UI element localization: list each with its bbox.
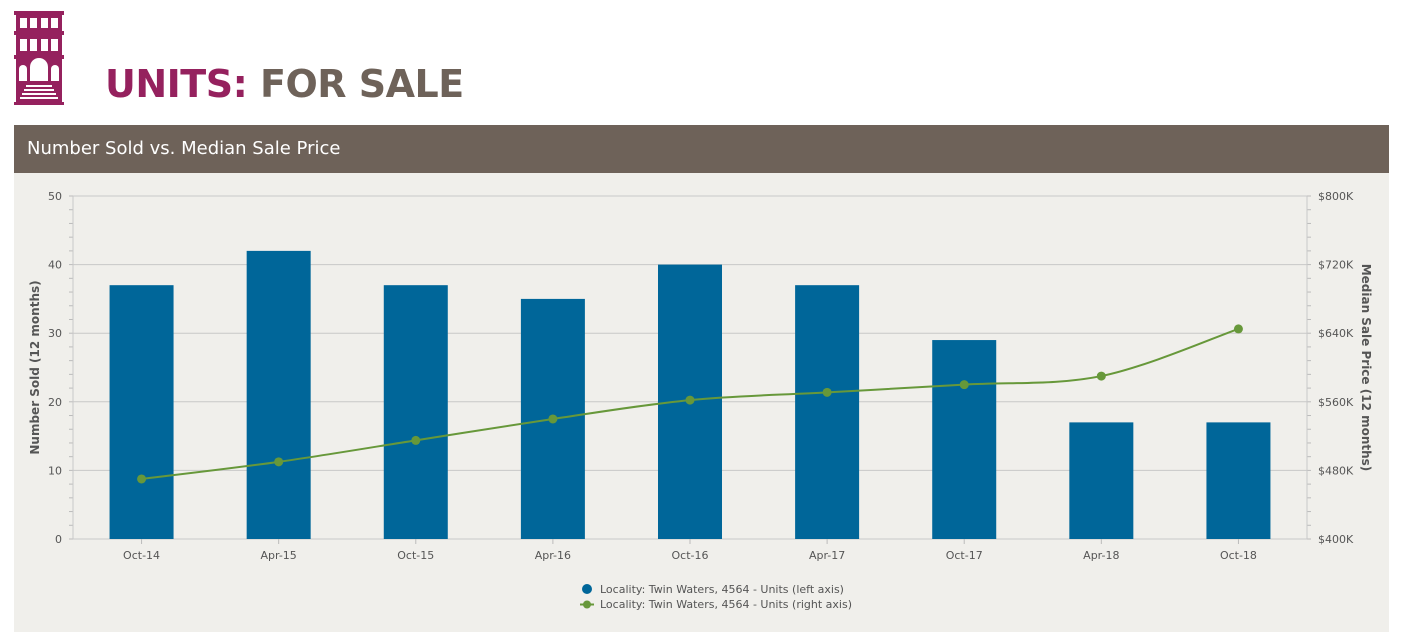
- legend-item-bars[interactable]: Locality: Twin Waters, 4564 - Units (lef…: [580, 582, 852, 597]
- left-tick-label: 30: [48, 327, 62, 340]
- bar: [109, 285, 174, 539]
- x-tick-label: Oct-14: [123, 549, 160, 562]
- left-tick-label: 20: [48, 396, 62, 409]
- legend-label-line: Locality: Twin Waters, 4564 - Units (rig…: [600, 598, 852, 611]
- chart-panel-title: Number Sold vs. Median Sale Price: [27, 138, 341, 159]
- left-tick-label: 50: [48, 190, 62, 203]
- chart-panel-header: Number Sold vs. Median Sale Price: [14, 125, 1389, 173]
- chart-area: 0 10 20 30 40 50 $400K $480K $560K $640K $720K $800…: [14, 173, 1389, 632]
- price-point: [548, 414, 558, 424]
- price-point: [959, 380, 969, 390]
- right-axis-title: Median Sale Price (12 months): [1359, 264, 1373, 472]
- legend-item-line[interactable]: Locality: Twin Waters, 4564 - Units (rig…: [580, 597, 852, 612]
- price-point: [274, 457, 284, 467]
- right-tick-label: $720K: [1318, 259, 1354, 272]
- price-point: [685, 395, 695, 405]
- x-tick-label: Apr-18: [1083, 549, 1119, 562]
- bar: [1206, 422, 1271, 539]
- price-point: [1233, 324, 1243, 334]
- bar: [1069, 422, 1134, 539]
- left-tick-label: 0: [55, 533, 62, 546]
- bar: [795, 285, 860, 539]
- building-logo-icon: [14, 11, 64, 105]
- page-title: UNITS: FOR SALE: [105, 60, 464, 108]
- x-tick-label: Oct-16: [672, 549, 709, 562]
- left-tick-label: 40: [48, 259, 62, 272]
- price-point: [1096, 371, 1106, 381]
- left-tick-label: 10: [48, 464, 62, 477]
- x-tick-label: Apr-16: [535, 549, 571, 562]
- left-axis-title: Number Sold (12 months): [28, 280, 42, 454]
- combo-chart: 0 10 20 30 40 50 $400K $480K $560K $640K $720K $800…: [28, 190, 1373, 562]
- page-title-part2: FOR SALE: [260, 62, 464, 106]
- page-title-part1: UNITS:: [105, 62, 248, 106]
- x-tick-label: Oct-15: [397, 549, 434, 562]
- right-tick-label: $560K: [1318, 396, 1354, 409]
- x-tick-label: Oct-18: [1220, 549, 1257, 562]
- x-tick-label: Apr-15: [261, 549, 297, 562]
- legend-marker-bars: [582, 584, 592, 594]
- bar: [383, 285, 448, 539]
- right-tick-label: $800K: [1318, 190, 1354, 203]
- price-point: [411, 435, 421, 445]
- right-tick-label: $400K: [1318, 533, 1354, 546]
- price-point: [822, 387, 832, 397]
- legend-marker-line: [580, 600, 594, 609]
- x-tick-label: Oct-17: [946, 549, 983, 562]
- chart-legend[interactable]: Locality: Twin Waters, 4564 - Units (lef…: [580, 582, 852, 612]
- legend-label-bars: Locality: Twin Waters, 4564 - Units (lef…: [600, 583, 844, 596]
- bar: [246, 250, 311, 539]
- x-tick-label: Apr-17: [809, 549, 845, 562]
- bar: [932, 340, 997, 539]
- price-point: [137, 474, 147, 484]
- right-tick-label: $480K: [1318, 464, 1354, 477]
- right-tick-label: $640K: [1318, 327, 1354, 340]
